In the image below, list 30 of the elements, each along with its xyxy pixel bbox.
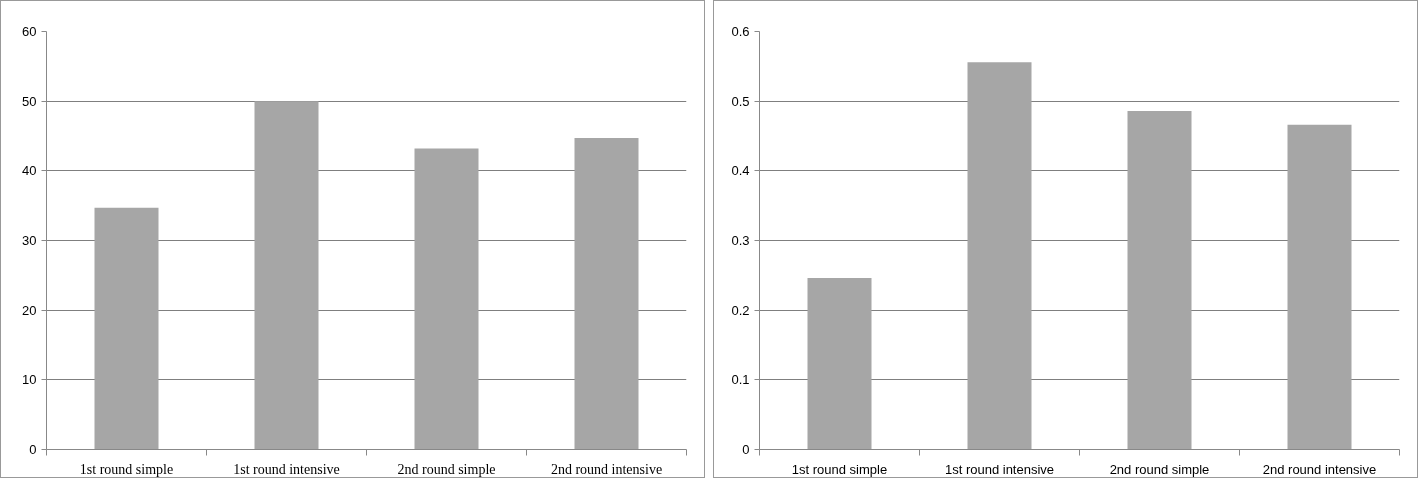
y-tick-label: 0.3 bbox=[731, 233, 750, 248]
bar bbox=[967, 62, 1032, 450]
bar bbox=[1287, 124, 1352, 450]
y-tick-label: 60 bbox=[22, 24, 37, 39]
x-tick-label: 1st round simple bbox=[79, 461, 174, 477]
y-tick-label: 0.1 bbox=[731, 372, 750, 388]
bar bbox=[414, 148, 479, 450]
y-tick-label: 30 bbox=[22, 233, 37, 248]
y-tick-label: 0.5 bbox=[731, 93, 750, 109]
y-tick-label: 50 bbox=[22, 93, 37, 109]
bar bbox=[94, 207, 159, 450]
bar bbox=[1127, 110, 1192, 450]
x-tick-label: 2nd round simple bbox=[397, 461, 496, 477]
bar bbox=[807, 278, 872, 450]
x-tick-label: 2nd round intensive bbox=[550, 461, 663, 477]
x-tick-label: 1st round simple bbox=[791, 461, 888, 477]
y-tick-label: 40 bbox=[22, 163, 37, 179]
bar bbox=[574, 138, 639, 450]
y-tick-label: 0.2 bbox=[731, 302, 750, 318]
y-tick-label: 0.4 bbox=[731, 163, 750, 179]
x-tick-label: 2nd round simple bbox=[1109, 461, 1210, 477]
y-tick-label: 0 bbox=[29, 442, 37, 457]
x-tick-label: 1st round intensive bbox=[233, 461, 340, 477]
y-tick-label: 0.6 bbox=[731, 24, 750, 39]
x-tick-label: 1st round intensive bbox=[944, 461, 1055, 477]
y-tick-label: 10 bbox=[22, 372, 37, 388]
y-tick-label: 0 bbox=[742, 442, 750, 457]
y-tick-label: 20 bbox=[22, 302, 37, 318]
bar bbox=[254, 101, 319, 450]
x-tick-label: 2nd round intensive bbox=[1262, 461, 1377, 477]
